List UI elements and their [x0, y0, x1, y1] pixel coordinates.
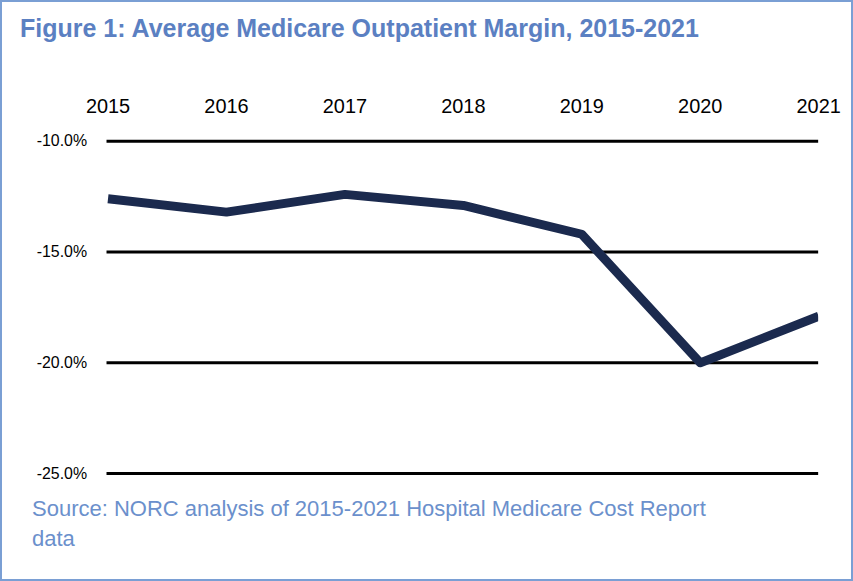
svg-text:2016: 2016 [204, 95, 248, 117]
html-text:Source: NORC analysis of 2015-: Source: NORC analysis of 2015-2021 Hospi… [32, 496, 706, 551]
svg-text:2021: 2021 [797, 95, 841, 117]
svg-text:-10.0%: -10.0% [37, 132, 87, 149]
svg-text:-15.0%: -15.0% [37, 243, 87, 260]
html-text:Figure 1: Average Medicare Out: Figure 1: Average Medicare Outpatient Ma… [20, 14, 699, 42]
svg-text:2017: 2017 [323, 95, 367, 117]
svg-text:2015: 2015 [86, 95, 130, 117]
svg-text:-25.0%: -25.0% [37, 465, 87, 482]
svg-text:2019: 2019 [560, 95, 604, 117]
svg-text:-20.0%: -20.0% [37, 354, 87, 371]
svg-text:2020: 2020 [678, 95, 722, 117]
svg-text:2018: 2018 [441, 95, 485, 117]
